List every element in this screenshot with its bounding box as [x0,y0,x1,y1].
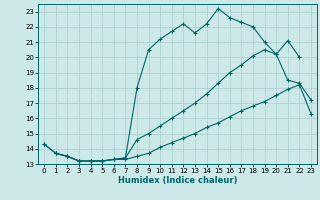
X-axis label: Humidex (Indice chaleur): Humidex (Indice chaleur) [118,176,237,185]
